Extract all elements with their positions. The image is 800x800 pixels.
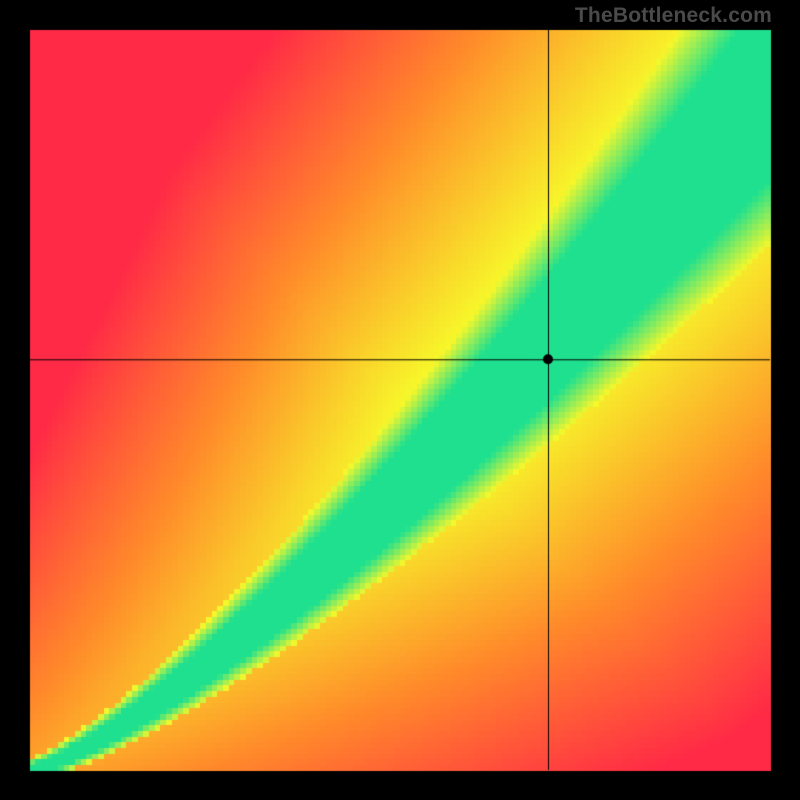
- bottleneck-heatmap: [0, 0, 800, 800]
- chart-container: TheBottleneck.com: [0, 0, 800, 800]
- watermark-text: TheBottleneck.com: [575, 4, 772, 28]
